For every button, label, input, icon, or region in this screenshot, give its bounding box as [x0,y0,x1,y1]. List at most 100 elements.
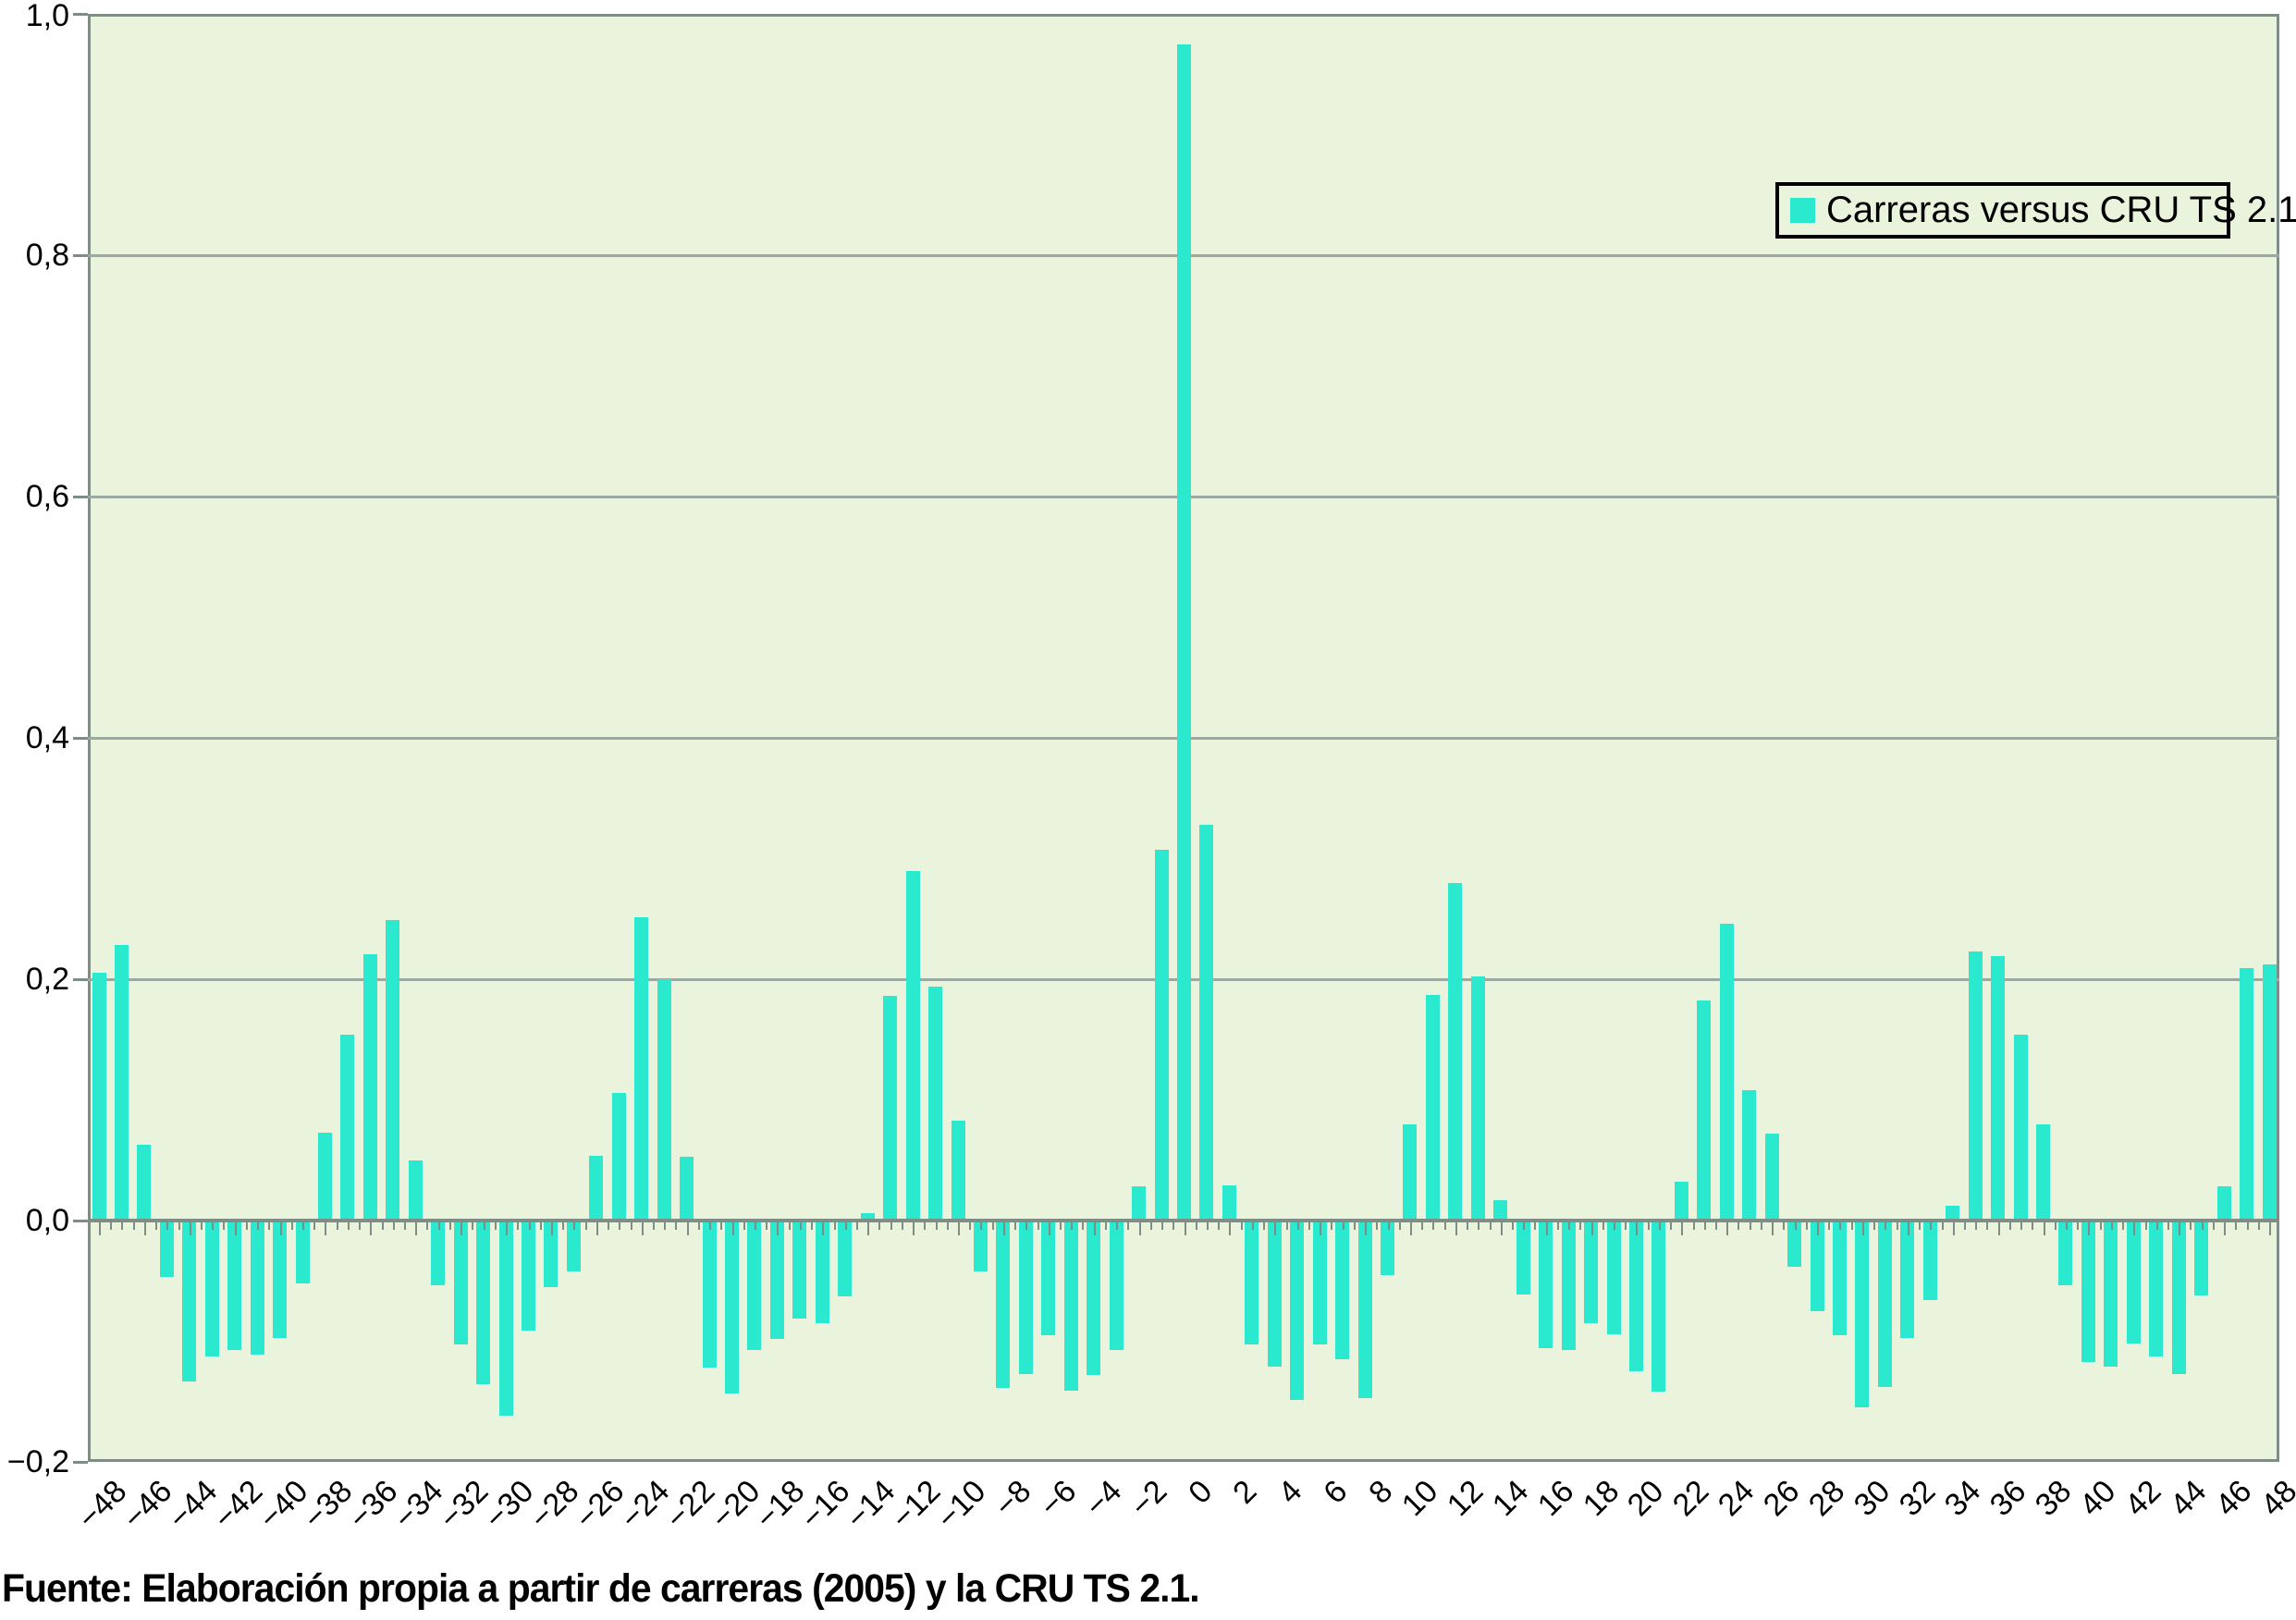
bar-lag--32 [453,1221,468,1345]
bar-lag--40 [273,1221,288,1338]
bar-lag-31 [1877,1221,1892,1388]
x-axis-tick-label--8: −8 [988,1473,1038,1524]
bar-lag-16 [1539,1221,1553,1349]
bar-lag--2 [1132,1186,1147,1221]
x-tick [1839,1222,1842,1230]
bar-lag-18 [1584,1221,1599,1323]
bar-lag-45 [2194,1221,2209,1295]
x-tick [1071,1222,1074,1230]
bar-lag--15 [838,1221,853,1297]
bar-lag--14 [860,1213,875,1221]
x-tick [2077,1222,2080,1230]
x-tick [1296,1222,1299,1230]
bar-lag-22 [1674,1182,1688,1221]
x-axis-tick-label-36: 36 [1983,1473,2033,1524]
bar-lag--23 [657,979,671,1221]
x-axis-tick-label-42: 42 [2118,1473,2168,1524]
y-tick [73,1461,88,1464]
x-tick [2110,1222,2113,1230]
x-tick [2099,1222,2102,1230]
bar-lag-36 [1991,956,2006,1221]
x-tick [2020,1222,2023,1230]
x-tick [426,1222,429,1230]
x-tick [279,1222,282,1235]
x-tick [437,1222,440,1230]
bar-lag-19 [1606,1221,1621,1334]
x-tick [788,1222,791,1230]
x-tick [608,1222,610,1230]
x-axis-tick-label-10: 10 [1394,1473,1445,1524]
x-axis-tick-label--10: −10 [929,1473,993,1537]
x-tick [178,1222,180,1230]
bar-lag-48 [2262,964,2277,1221]
x-tick [1636,1222,1639,1235]
x-tick [2155,1222,2158,1230]
x-tick [822,1222,825,1235]
x-axis-tick-label-18: 18 [1576,1473,1627,1524]
x-tick [1919,1222,1922,1230]
x-tick [1409,1222,1412,1235]
x-tick [550,1222,553,1235]
x-tick [1941,1222,1944,1230]
x-tick [1432,1222,1435,1230]
x-axis-tick-label-34: 34 [1937,1473,1988,1524]
bar-lag-3 [1245,1221,1259,1345]
x-tick [1002,1222,1005,1235]
bar-lag--41 [250,1221,264,1355]
x-tick [1614,1222,1615,1230]
x-tick [2179,1222,2181,1235]
x-tick [1353,1222,1356,1230]
x-tick [1173,1222,1175,1230]
bar-lag--6 [1041,1221,1056,1335]
x-tick [630,1222,632,1230]
bar-lag-32 [1900,1221,1915,1338]
bar-lag--21 [702,1221,717,1368]
x-axis-tick-label-30: 30 [1847,1473,1897,1524]
x-tick [754,1222,756,1230]
x-tick [1082,1222,1085,1230]
x-tick [878,1222,881,1230]
x-tick [731,1222,734,1235]
y-tick [73,1220,88,1222]
bar-lag-5 [1290,1221,1305,1401]
x-tick [1692,1222,1695,1230]
x-tick [1421,1222,1424,1230]
x-tick [664,1222,667,1230]
x-tick [1783,1222,1786,1230]
x-tick [539,1222,542,1230]
x-axis-tick-label-0: 0 [1181,1473,1219,1511]
bar-lag--48 [92,973,106,1221]
x-tick [1398,1222,1401,1230]
bar-lag--27 [566,1221,581,1271]
x-tick [448,1222,451,1230]
x-tick [1285,1222,1288,1230]
x-axis-tick-label-6: 6 [1317,1473,1355,1511]
x-tick [2212,1222,2215,1230]
x-tick [2088,1222,2091,1235]
x-tick [1670,1222,1673,1230]
x-axis-tick-label--6: −6 [1032,1473,1084,1524]
bar-lag--34 [408,1160,423,1221]
x-tick [1149,1222,1152,1230]
x-tick [234,1222,237,1235]
x-tick [460,1222,463,1235]
x-tick [1263,1222,1266,1230]
source-note: Fuente: Elaboración propia a partir de c… [2,1566,1200,1611]
x-axis-tick-label--2: −2 [1123,1473,1174,1524]
x-axis-tick-label-32: 32 [1892,1473,1943,1524]
x-tick [1975,1222,1978,1230]
x-tick [1116,1222,1119,1230]
x-tick [245,1222,248,1230]
x-tick [2122,1222,2125,1230]
x-tick [867,1222,870,1235]
x-axis-tick-label-2: 2 [1226,1473,1264,1511]
bar-lag--45 [159,1221,174,1278]
x-tick [969,1222,972,1230]
y-axis-tick-label-0,0: 0,0 [25,1203,69,1238]
bar-lag-34 [1946,1206,1960,1221]
bar-lag--36 [362,953,377,1221]
bar-lag--25 [611,1092,626,1221]
x-tick [1794,1222,1797,1230]
x-tick [2257,1222,2260,1230]
bar-lag--44 [182,1221,197,1381]
